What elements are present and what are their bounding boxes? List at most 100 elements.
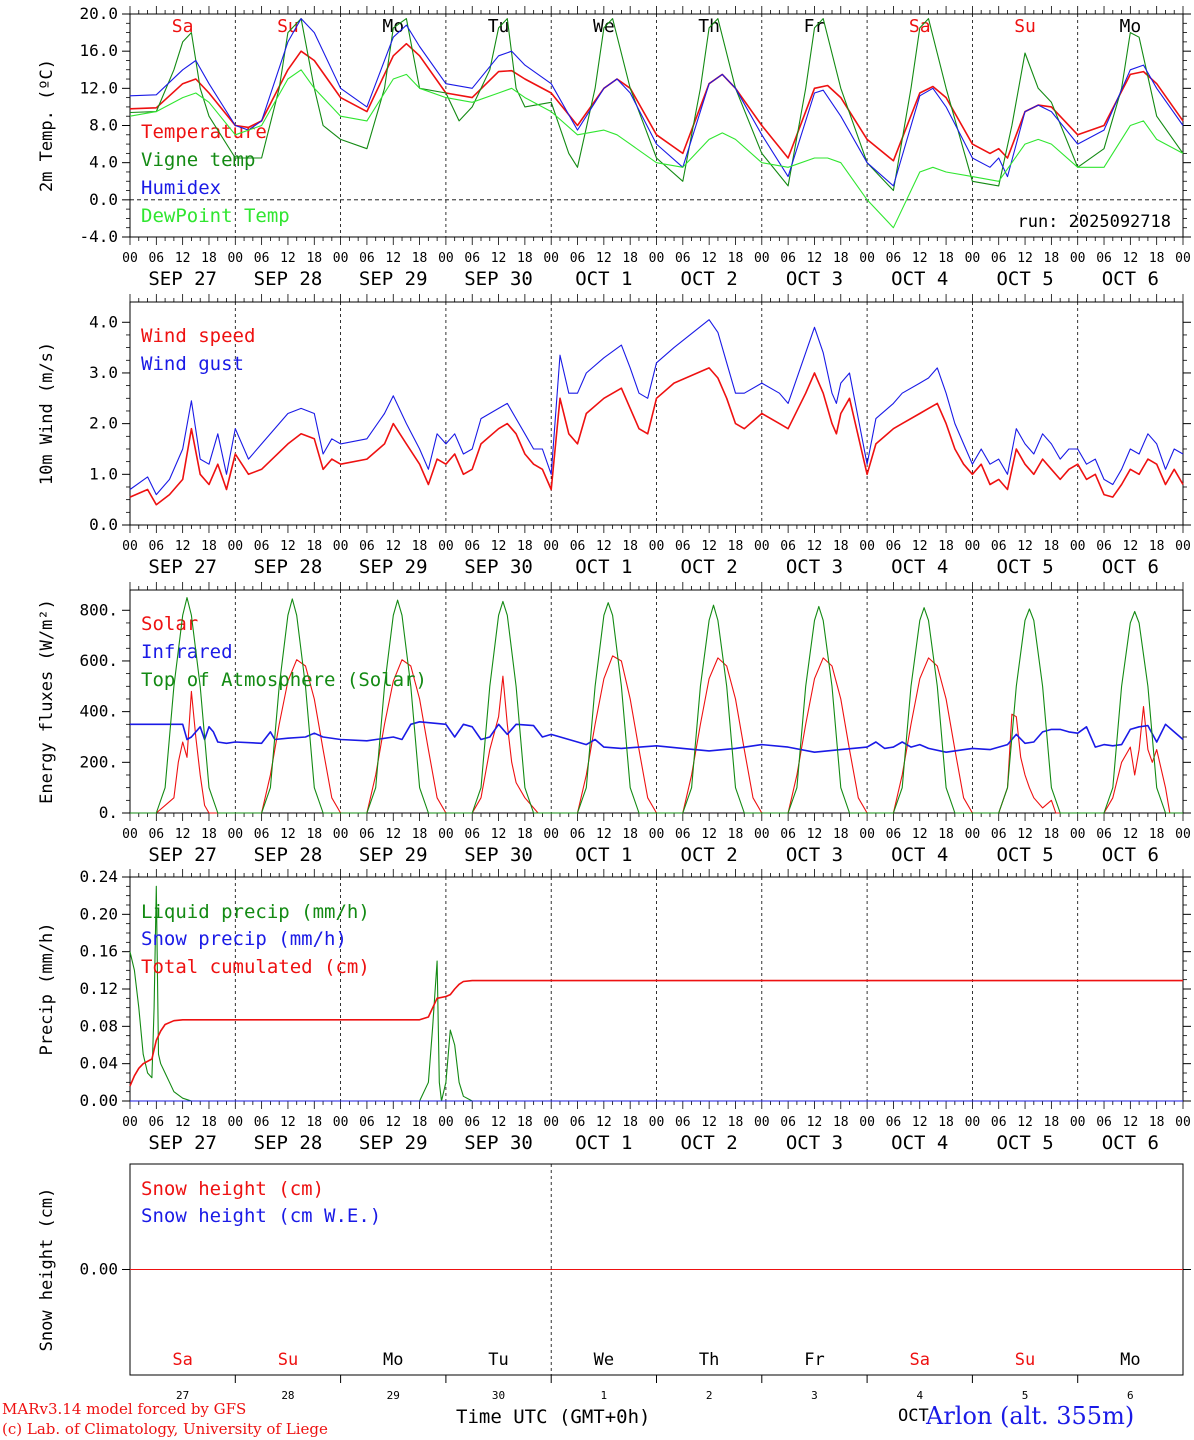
series-line-vigne-temp xyxy=(129,18,1184,192)
x-hour-label: 06 xyxy=(991,827,1007,842)
x-hour-label: 06 xyxy=(254,827,270,842)
y-tick-label: 0.00 xyxy=(79,1260,118,1279)
x-hour-label: 06 xyxy=(780,1115,796,1130)
x-hour-label: 06 xyxy=(991,539,1007,554)
x-hour-label: 18 xyxy=(1149,251,1165,266)
x-hour-label: 00 xyxy=(649,539,665,554)
x-hour-label: 18 xyxy=(201,827,217,842)
y-tick-label: 0.12 xyxy=(79,979,118,998)
y-tick-label: 400. xyxy=(79,702,118,721)
x-hour-label: 00 xyxy=(1070,251,1086,266)
x-hour-label: 18 xyxy=(1044,539,1060,554)
x-hour-label: 00 xyxy=(965,539,981,554)
x-hour-label: 12 xyxy=(912,1115,928,1130)
x-hour-label: 12 xyxy=(1017,251,1033,266)
legend-entry: Infrared xyxy=(141,641,233,663)
x-hour-label: 12 xyxy=(701,827,717,842)
day-number-label: 27 xyxy=(176,1389,189,1402)
y-tick-label: 0.04 xyxy=(79,1054,118,1073)
day-number-label: 29 xyxy=(387,1389,400,1402)
x-hour-label: 06 xyxy=(464,1115,480,1130)
x-hour-label: 12 xyxy=(1123,251,1139,266)
x-hour-label: 18 xyxy=(1149,1115,1165,1130)
x-date-label: OCT 4 xyxy=(891,1132,948,1154)
run-annotation: run: 2025092718 xyxy=(1017,212,1171,232)
x-hour-label: 06 xyxy=(780,539,796,554)
x-hour-label: 00 xyxy=(754,1115,770,1130)
legend-entry: Wind gust xyxy=(141,353,244,375)
x-hour-label: 06 xyxy=(464,827,480,842)
x-hour-label: 00 xyxy=(1175,1115,1191,1130)
y-axis-title: 10m Wind (m/s) xyxy=(37,342,57,485)
x-hour-label: 12 xyxy=(912,827,928,842)
x-hour-label: 12 xyxy=(175,251,191,266)
x-hour-label: 00 xyxy=(227,1115,243,1130)
x-hour-label: 06 xyxy=(886,251,902,266)
x-hour-label: 12 xyxy=(1123,1115,1139,1130)
y-axis-title: Energy fluxes (W/m²) xyxy=(37,599,57,804)
weekday-label: Mo xyxy=(1120,16,1142,37)
x-hour-label: 00 xyxy=(1070,827,1086,842)
x-date-label: OCT 2 xyxy=(681,556,738,578)
x-hour-label: 00 xyxy=(1175,827,1191,842)
weekday-label: Mo xyxy=(382,16,404,37)
x-date-label: SEP 29 xyxy=(359,268,428,290)
x-date-label: OCT 2 xyxy=(681,1132,738,1154)
y-axis-title: Precip (mm/h) xyxy=(37,922,57,1055)
x-date-label: SEP 27 xyxy=(148,556,217,578)
x-hour-label: 00 xyxy=(543,1115,559,1130)
weekday-label: We xyxy=(594,1350,614,1370)
x-date-label: OCT 5 xyxy=(996,268,1053,290)
x-hour-label: 06 xyxy=(991,251,1007,266)
panel-5: 0.00 Snow height (cm) Sa 27 Su 28 Mo 29 Tu 30 We 1 T… xyxy=(37,1163,1191,1402)
legend-entry: Solar xyxy=(141,613,198,635)
x-hour-label: 18 xyxy=(728,827,744,842)
x-date-label: SEP 30 xyxy=(464,844,533,866)
x-hour-label: 06 xyxy=(886,827,902,842)
y-tick-label: 0.16 xyxy=(79,942,118,961)
legend-entry: Humidex xyxy=(141,177,221,199)
x-hour-label: 18 xyxy=(622,1115,638,1130)
x-hour-label: 00 xyxy=(859,539,875,554)
month-label: OCT xyxy=(898,1406,929,1426)
x-hour-label: 06 xyxy=(1096,251,1112,266)
y-tick-label: 0.0 xyxy=(89,515,118,534)
x-hour-label: 12 xyxy=(1017,539,1033,554)
series-line-dewpoint-temp xyxy=(129,69,1184,229)
x-hour-label: 00 xyxy=(859,251,875,266)
x-date-label: OCT 5 xyxy=(996,556,1053,578)
x-hour-label: 00 xyxy=(965,1115,981,1130)
x-hour-label: 18 xyxy=(938,251,954,266)
x-hour-label: 18 xyxy=(412,251,428,266)
x-hour-label: 00 xyxy=(859,1115,875,1130)
x-date-label: OCT 6 xyxy=(1102,556,1159,578)
legend-entry: Liquid precip (mm/h) xyxy=(141,901,370,923)
y-tick-label: 4.0 xyxy=(89,153,118,172)
weekday-label: Sa xyxy=(172,16,194,37)
x-date-label: OCT 1 xyxy=(575,1132,632,1154)
x-date-label: OCT 4 xyxy=(891,556,948,578)
x-hour-label: 06 xyxy=(254,251,270,266)
x-hour-label: 18 xyxy=(1044,1115,1060,1130)
legend-entry: Vigne temp xyxy=(141,149,255,171)
x-date-label: SEP 29 xyxy=(359,1132,428,1154)
legend-entry: Wind speed xyxy=(141,325,255,347)
x-hour-label: 18 xyxy=(938,1115,954,1130)
x-hour-label: 06 xyxy=(570,251,586,266)
x-hour-label: 18 xyxy=(938,827,954,842)
x-hour-label: 12 xyxy=(385,827,401,842)
x-hour-label: 00 xyxy=(333,539,349,554)
x-hour-label: 18 xyxy=(1149,539,1165,554)
x-hour-label: 18 xyxy=(201,1115,217,1130)
x-hour-label: 12 xyxy=(491,1115,507,1130)
legend-entry: DewPoint Temp xyxy=(141,205,290,227)
x-hour-label: 06 xyxy=(675,539,691,554)
x-date-label: OCT 5 xyxy=(996,844,1053,866)
x-hour-label: 00 xyxy=(438,827,454,842)
x-date-label: OCT 1 xyxy=(575,556,632,578)
x-hour-label: 12 xyxy=(280,539,296,554)
x-date-label: SEP 29 xyxy=(359,556,428,578)
series-line-infrared xyxy=(130,721,1184,753)
x-hour-label: 18 xyxy=(517,827,533,842)
x-hour-label: 00 xyxy=(122,539,138,554)
